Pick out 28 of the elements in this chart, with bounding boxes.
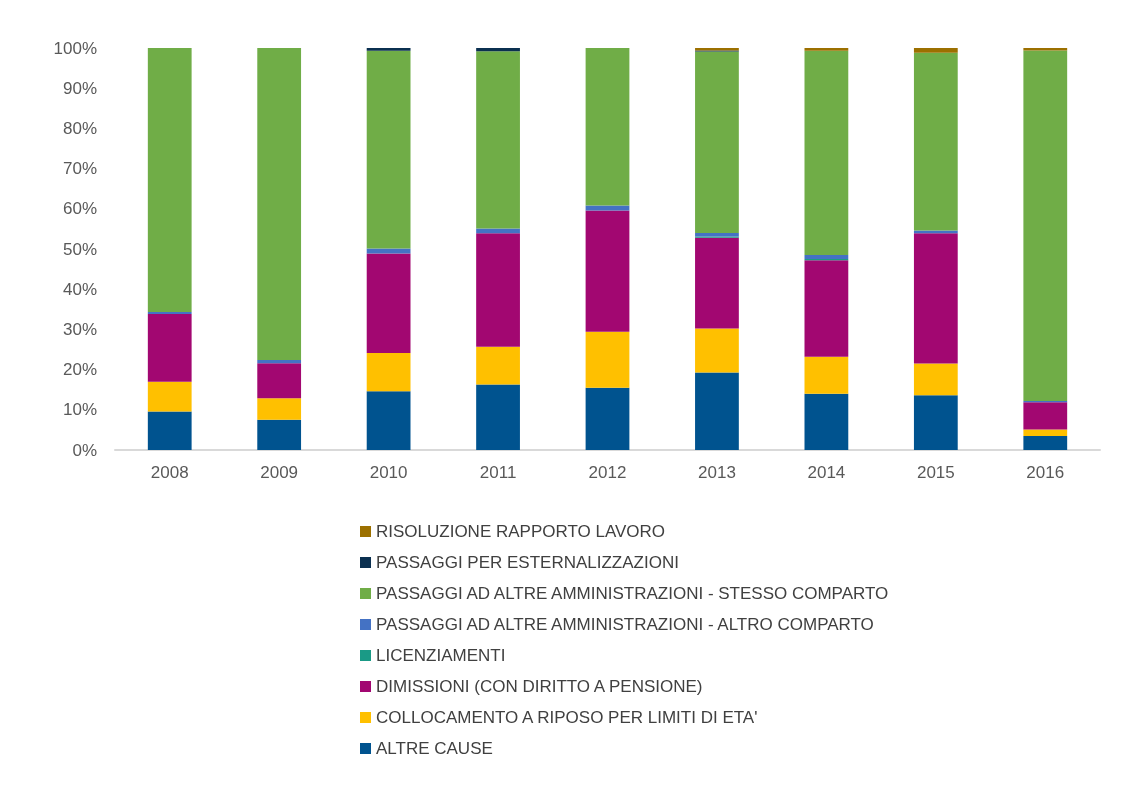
legend-label: PASSAGGI AD ALTRE AMMINISTRAZIONI - ALTRO COMPARTO <box>376 615 874 634</box>
x-tick-label: 2014 <box>807 463 846 482</box>
legend-label: PASSAGGI PER ESTERNALIZZAZIONI <box>376 553 679 572</box>
legend-label: ALTRE CAUSE <box>376 739 493 758</box>
legend-label: PASSAGGI AD ALTRE AMMINISTRAZIONI - STESSO COMPARTO <box>376 584 889 603</box>
y-tick-label: 70% <box>62 159 97 179</box>
y-tick-label: 30% <box>62 319 97 339</box>
y-tick-label: 60% <box>62 199 97 219</box>
legend-label: COLLOCAMENTO A RIPOSO PER LIMITI DI ETA' <box>376 708 758 727</box>
y-tick-label: 50% <box>62 239 97 259</box>
y-tick-label: 10% <box>62 400 97 420</box>
y-tick-label: 20% <box>62 360 97 380</box>
y-tick-label: 40% <box>62 279 97 299</box>
x-tick-label: 2008 <box>150 463 189 482</box>
x-tick-label: 2013 <box>698 463 736 482</box>
x-tick-label: 2015 <box>916 463 955 482</box>
y-tick-label: 80% <box>62 118 97 138</box>
x-tick-label: 2016 <box>1026 463 1065 482</box>
legend-label: LICENZIAMENTI <box>376 646 506 665</box>
x-tick-label: 2009 <box>260 463 299 482</box>
x-tick-label: 2012 <box>588 463 627 482</box>
legend-label: DIMISSIONI (CON DIRITTO A PENSIONE) <box>376 677 703 696</box>
x-tick-label: 2010 <box>369 463 408 482</box>
legend-label: RISOLUZIONE RAPPORTO LAVORO <box>376 522 666 541</box>
y-tick-label: 90% <box>62 78 97 98</box>
y-tick-label: 100% <box>53 38 97 58</box>
x-tick-label: 2011 <box>479 463 517 482</box>
y-tick-label: 0% <box>72 440 97 460</box>
